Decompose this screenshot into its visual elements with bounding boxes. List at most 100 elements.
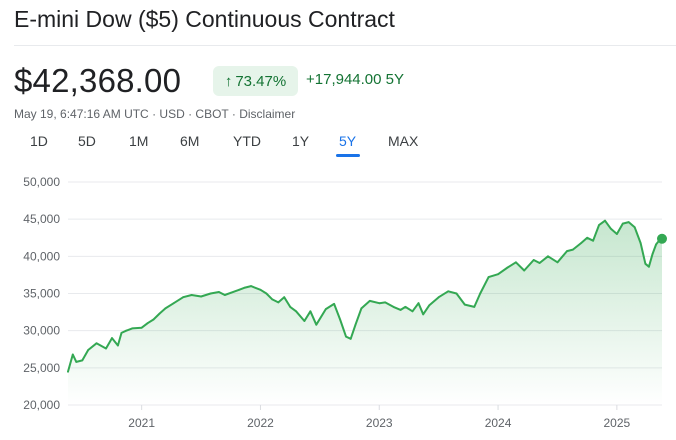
data-point [633,226,636,229]
price-area-fill [68,220,662,405]
tab-1d[interactable]: 1D [30,133,48,149]
data-point [497,273,499,276]
data-point [333,303,335,305]
data-point [523,269,526,272]
data-point [437,296,440,299]
meta-exchange: CBOT [195,107,229,121]
current-price: $42,368.00 [14,62,182,99]
data-point [190,294,193,296]
tab-5y[interactable]: 5Y [339,133,357,149]
data-point [378,302,381,305]
x-axis: 2021 2022 2023 2024 2025 [128,405,631,430]
data-point [592,239,594,242]
percent-change-badge: ↑ 73.47% [213,66,298,96]
meta-separator: · [228,107,240,121]
data-point [422,313,425,316]
data-point [81,359,84,362]
data-point [639,242,642,244]
data-point [651,253,654,255]
disclaimer-link[interactable]: Disclaimer [239,107,296,121]
meta-currency: USD [159,107,185,121]
data-point [487,276,490,278]
data-point [87,349,90,351]
tab-1m[interactable]: 1M [129,133,149,149]
data-point [67,370,69,373]
data-point [303,320,306,322]
data-point [447,290,450,293]
range-tabs: 1D 5D 1M 6M YTD 1Y 5Y MAX [14,133,434,159]
tab-1y[interactable]: 1Y [292,133,310,149]
y-tick-label: 25,000 [23,361,60,375]
data-point [616,233,618,235]
data-point [655,243,657,246]
data-point [152,318,155,321]
data-point [289,306,292,308]
data-point [315,323,318,326]
data-point [209,292,212,295]
data-point [309,310,312,313]
data-point [164,307,167,310]
data-point [473,306,476,308]
data-point [345,335,347,338]
x-tick-label: 2022 [247,416,274,430]
x-tick-label: 2021 [128,416,155,430]
data-point [339,318,341,321]
data-point [238,288,241,291]
data-point [229,291,232,294]
data-point [547,255,549,258]
data-point [506,266,509,269]
data-point [125,329,128,332]
data-point [172,302,175,305]
data-point [146,322,149,325]
data-points [67,219,663,373]
x-tick-label: 2024 [485,416,512,430]
data-point [566,250,568,252]
data-point [556,261,559,264]
x-tick-label: 2023 [366,416,393,430]
meta-separator: · [184,107,196,121]
data-point [295,310,297,313]
data-point [244,286,246,289]
meta-separator: · [148,107,160,121]
data-point [223,294,226,296]
data-point [75,361,78,363]
data-point [572,248,574,251]
data-point [158,312,161,315]
y-tick-label: 45,000 [23,212,60,226]
data-point [117,344,119,347]
tab-ytd[interactable]: YTD [233,133,261,149]
x-tick-label: 2025 [604,416,631,430]
data-point [218,291,220,293]
data-point [120,332,123,334]
data-point [283,296,286,299]
data-point [411,310,414,313]
data-point [479,292,482,295]
data-point [532,259,535,261]
data-point [131,327,134,330]
data-point [250,285,252,287]
data-point [105,347,107,350]
tab-max[interactable]: MAX [388,133,419,149]
data-point [417,302,420,305]
tab-6m[interactable]: 6M [180,133,200,149]
data-point [111,337,113,339]
data-point [610,227,612,230]
data-point [324,308,327,310]
data-point [360,307,363,310]
data-point [259,288,262,291]
tab-5d[interactable]: 5D [78,133,96,149]
data-point [277,301,280,304]
data-point [399,309,402,311]
current-price-dot[interactable] [657,233,667,244]
data-point [428,304,431,307]
price-chart[interactable]: 50,000 45,000 40,000 35,000 30,000 25,000 20,0… [0,165,676,440]
data-point [182,296,185,299]
page-title: E-mini Dow ($5) Continuous Contract [14,6,395,32]
absolute-change: +17,944.00 5Y [306,71,405,88]
data-point [627,221,630,223]
data-point [404,306,407,308]
data-point [463,303,466,306]
data-point [200,295,203,298]
data-point [538,262,541,264]
data-point [354,323,357,326]
